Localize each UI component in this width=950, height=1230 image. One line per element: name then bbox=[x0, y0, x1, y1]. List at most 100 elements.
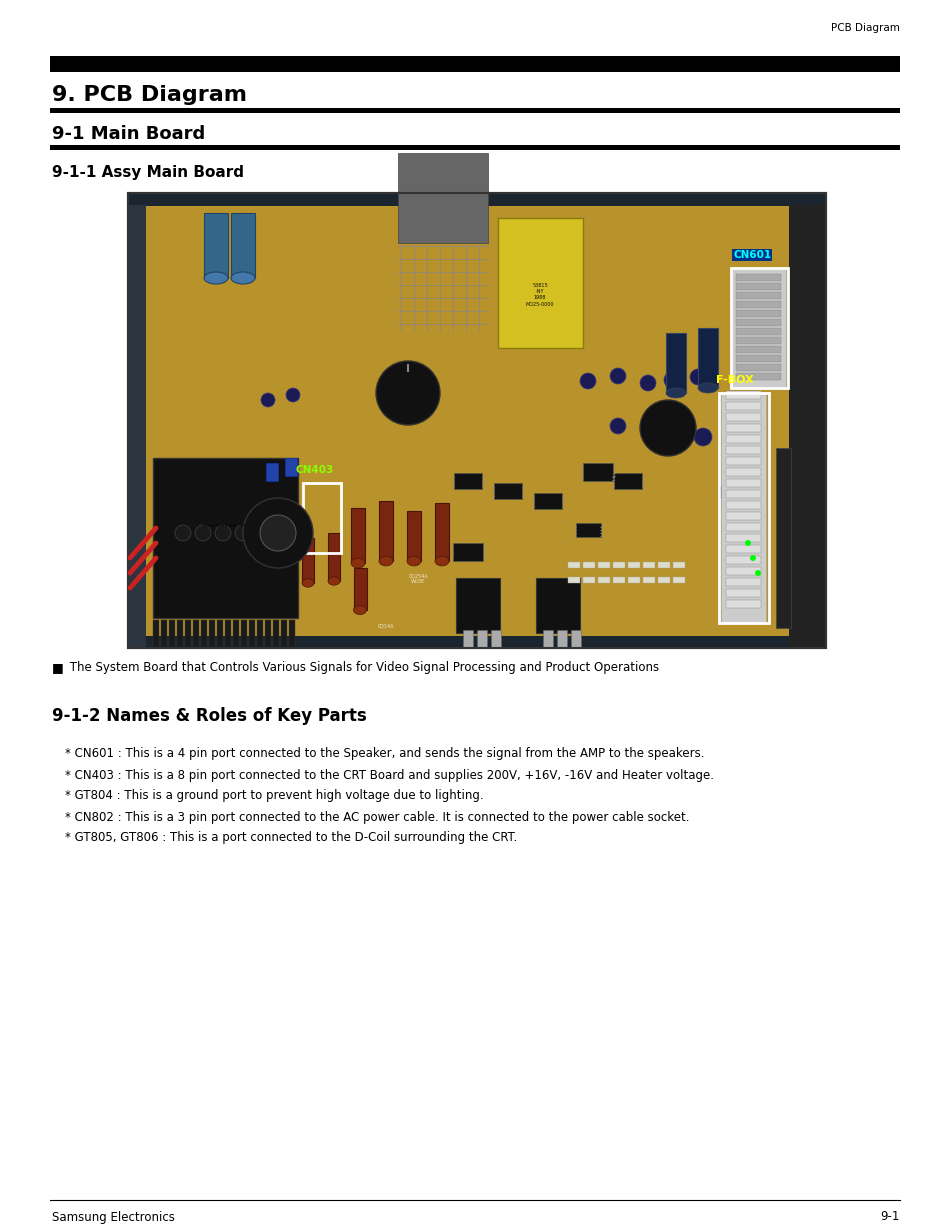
Bar bbox=[736, 310, 781, 317]
Bar bbox=[726, 567, 761, 574]
Bar bbox=[463, 630, 473, 648]
Circle shape bbox=[719, 483, 737, 501]
Bar bbox=[736, 274, 781, 280]
Circle shape bbox=[243, 498, 313, 568]
Bar bbox=[614, 474, 642, 490]
Circle shape bbox=[235, 525, 251, 541]
Bar bbox=[498, 218, 583, 348]
Circle shape bbox=[175, 525, 191, 541]
Bar bbox=[494, 483, 522, 499]
Bar bbox=[666, 333, 686, 394]
Bar bbox=[598, 562, 610, 568]
Bar bbox=[303, 483, 341, 554]
Text: ■: ■ bbox=[52, 662, 64, 674]
Bar bbox=[568, 577, 580, 583]
Text: 9-1-1 Assy Main Board: 9-1-1 Assy Main Board bbox=[52, 165, 244, 180]
Text: The System Board that Controls Various Signals for Video Signal Processing and P: The System Board that Controls Various S… bbox=[66, 662, 659, 674]
Circle shape bbox=[745, 540, 751, 546]
Bar bbox=[731, 268, 788, 387]
Bar bbox=[698, 328, 718, 387]
Bar bbox=[736, 373, 781, 380]
Text: 0Q254A
W03E: 0Q254A W03E bbox=[408, 573, 428, 584]
Bar bbox=[719, 394, 769, 624]
Circle shape bbox=[739, 478, 757, 496]
Bar bbox=[302, 538, 314, 583]
Ellipse shape bbox=[698, 383, 718, 394]
Bar bbox=[128, 193, 826, 648]
Bar bbox=[673, 562, 685, 568]
Text: * CN802 : This is a 3 pin port connected to the AC power cable. It is connected : * CN802 : This is a 3 pin port connected… bbox=[65, 811, 690, 824]
Bar bbox=[726, 478, 761, 487]
Bar bbox=[736, 364, 781, 371]
Text: 9. PCB Diagram: 9. PCB Diagram bbox=[52, 85, 247, 105]
Bar bbox=[146, 205, 789, 636]
Circle shape bbox=[664, 371, 682, 389]
Circle shape bbox=[755, 569, 761, 576]
Bar bbox=[285, 458, 297, 476]
Bar bbox=[186, 515, 261, 533]
Bar bbox=[177, 620, 183, 648]
Bar bbox=[726, 545, 761, 554]
Text: MUTE SILENCER   SN: MUTE SILENCER SN bbox=[203, 524, 245, 528]
Bar bbox=[726, 534, 761, 542]
Text: * CN601 : This is a 4 pin port connected to the Speaker, and sends the signal fr: * CN601 : This is a 4 pin port connected… bbox=[65, 748, 705, 760]
Bar bbox=[571, 630, 581, 648]
Bar bbox=[128, 193, 146, 648]
Ellipse shape bbox=[407, 556, 421, 566]
Ellipse shape bbox=[666, 387, 686, 399]
Text: * CN403 : This is a 8 pin port connected to the CRT Board and supplies 200V, +16: * CN403 : This is a 8 pin port connected… bbox=[65, 769, 714, 781]
Bar bbox=[736, 319, 781, 326]
Circle shape bbox=[610, 368, 626, 384]
Circle shape bbox=[640, 375, 656, 391]
Ellipse shape bbox=[231, 272, 255, 284]
Bar bbox=[543, 630, 553, 648]
Bar bbox=[454, 474, 482, 490]
Bar bbox=[583, 577, 595, 583]
Bar bbox=[209, 620, 215, 648]
Text: CN601: CN601 bbox=[733, 250, 771, 260]
Bar bbox=[658, 562, 670, 568]
Bar bbox=[281, 620, 287, 648]
Ellipse shape bbox=[379, 556, 393, 566]
Bar bbox=[726, 435, 761, 443]
Circle shape bbox=[610, 418, 626, 434]
Bar bbox=[354, 568, 367, 610]
Bar bbox=[456, 578, 500, 633]
Bar bbox=[726, 402, 761, 410]
Bar bbox=[726, 501, 761, 509]
Text: * GT805, GT806 : This is a port connected to the D-Coil surrounding the CRT.: * GT805, GT806 : This is a port connecte… bbox=[65, 831, 517, 845]
Bar bbox=[583, 562, 595, 568]
Bar bbox=[435, 503, 449, 561]
Circle shape bbox=[694, 428, 712, 446]
Circle shape bbox=[669, 433, 687, 451]
Bar bbox=[407, 510, 421, 561]
Bar bbox=[193, 620, 199, 648]
Bar bbox=[643, 562, 655, 568]
Text: Samsung Electronics: Samsung Electronics bbox=[52, 1210, 175, 1224]
Text: 9-1: 9-1 bbox=[881, 1210, 900, 1224]
Bar bbox=[50, 108, 900, 113]
Bar bbox=[726, 600, 761, 608]
Bar bbox=[736, 292, 781, 299]
Bar bbox=[477, 630, 487, 648]
Text: * GT804 : This is a ground port to prevent high voltage due to lighting.: * GT804 : This is a ground port to preve… bbox=[65, 790, 484, 802]
Bar bbox=[169, 620, 175, 648]
Bar bbox=[736, 283, 781, 290]
Bar bbox=[736, 328, 781, 335]
Bar bbox=[726, 391, 761, 399]
Bar bbox=[721, 394, 766, 624]
Bar bbox=[598, 577, 610, 583]
Circle shape bbox=[215, 525, 231, 541]
Bar bbox=[731, 268, 786, 387]
Bar bbox=[726, 578, 761, 585]
Bar bbox=[726, 512, 761, 520]
Circle shape bbox=[690, 369, 706, 385]
Bar bbox=[726, 467, 761, 476]
Bar bbox=[628, 577, 640, 583]
Circle shape bbox=[750, 555, 756, 561]
Bar bbox=[613, 562, 625, 568]
Bar bbox=[658, 577, 670, 583]
Bar bbox=[736, 355, 781, 362]
Text: 9-1 Main Board: 9-1 Main Board bbox=[52, 125, 205, 143]
Bar bbox=[225, 620, 231, 648]
